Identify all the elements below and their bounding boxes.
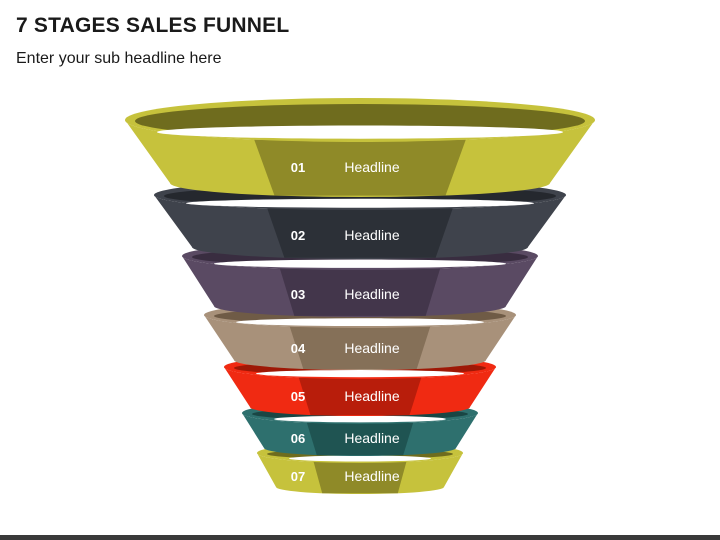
stage-headline-4: Headline <box>344 340 399 356</box>
stage-number-4: 04 <box>291 341 306 356</box>
funnel-inner-light-6 <box>274 415 446 423</box>
stage-headline-6: Headline <box>344 430 399 446</box>
stage-headline-5: Headline <box>344 388 399 404</box>
funnel-inner-light-5 <box>256 370 464 378</box>
funnel-panel-6 <box>306 422 414 456</box>
funnel-panel-1 <box>254 139 466 196</box>
stage-headline-1: Headline <box>344 159 399 175</box>
page-subtitle: Enter your sub headline here <box>16 50 222 67</box>
stage-number-2: 02 <box>291 228 305 243</box>
funnel-panel-2 <box>267 208 453 258</box>
stage-number-6: 06 <box>291 431 305 446</box>
stage-number-3: 03 <box>291 287 305 302</box>
stage-number-7: 07 <box>291 469 305 484</box>
funnel-inner-light-3 <box>214 259 506 268</box>
funnel-panel-4 <box>289 326 431 369</box>
funnel-panel-3 <box>279 268 441 316</box>
funnel-panel-5 <box>298 377 422 416</box>
funnel-panel-7 <box>313 462 407 494</box>
funnel-inner-light-2 <box>186 198 534 208</box>
funnel-stage-1: 01 Headline <box>125 98 595 197</box>
funnel-inner-light-1 <box>157 125 563 139</box>
stage-headline-2: Headline <box>344 227 399 243</box>
bottom-bar <box>0 535 720 540</box>
stage-number-5: 05 <box>291 389 305 404</box>
funnel-stage-7: 07 Headline <box>257 443 463 494</box>
stage-headline-7: Headline <box>344 468 399 484</box>
stage-number-1: 01 <box>291 160 305 175</box>
page-title: 7 STAGES SALES FUNNEL <box>16 14 290 37</box>
funnel-inner-light-7 <box>289 455 431 462</box>
stage-headline-3: Headline <box>344 286 399 302</box>
funnel-inner-light-4 <box>236 318 484 327</box>
